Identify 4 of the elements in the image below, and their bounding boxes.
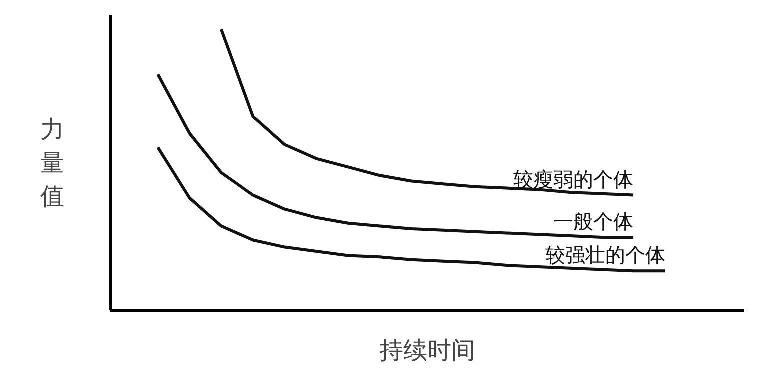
- series-label: 较强壮的个体: [545, 243, 666, 268]
- y-axis-title: 力量值: [40, 115, 64, 211]
- series-label: 一般个体: [554, 209, 634, 234]
- x-axis-title: 持续时间: [380, 336, 476, 364]
